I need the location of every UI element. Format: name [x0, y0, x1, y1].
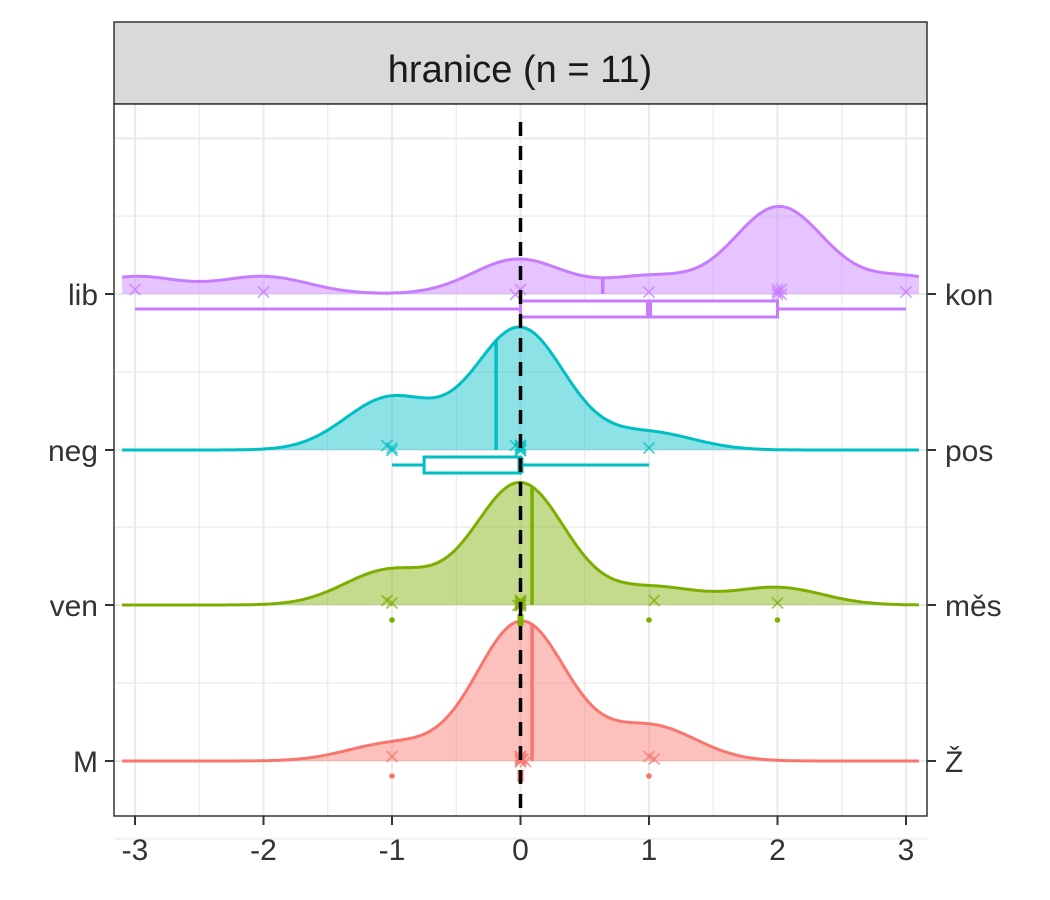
x-tick-label: 2	[769, 834, 786, 867]
y-label-left: neg	[48, 435, 98, 468]
data-point	[775, 283, 788, 296]
data-point	[648, 594, 661, 607]
cross-stroke	[775, 283, 788, 296]
box-outlier	[389, 617, 395, 623]
cross-stroke	[385, 441, 399, 455]
y-label-right: Ž	[945, 746, 963, 779]
x-tick-label: -3	[122, 834, 149, 867]
box-iqr	[422, 455, 522, 475]
y-label-right: měs	[945, 590, 1002, 623]
cross-stroke	[380, 594, 393, 607]
data-point	[771, 596, 784, 610]
cross-stroke	[257, 285, 270, 299]
x-tick-label: -2	[250, 834, 277, 867]
x-tick-label: 0	[512, 834, 529, 867]
cross-stroke	[128, 283, 142, 296]
data-point	[775, 288, 788, 301]
y-label-left: lib	[68, 279, 98, 312]
facet-title: hranice (n = 11)	[388, 49, 652, 91]
data-point	[514, 444, 527, 457]
facet-strip-background	[113, 21, 928, 105]
x-tick-label: 3	[898, 834, 915, 867]
cross-stroke	[514, 283, 527, 296]
cross-stroke	[899, 285, 913, 299]
box-outlier	[646, 617, 652, 623]
data-point	[385, 444, 399, 457]
data-point	[642, 441, 656, 455]
cross-stroke	[648, 752, 661, 766]
x-tick-label: -1	[379, 834, 406, 867]
box-outlier	[774, 617, 781, 623]
data-point	[514, 594, 527, 607]
density-curve	[121, 204, 920, 295]
y-label-left: M	[73, 746, 98, 779]
facet-strip: hranice (n = 11)	[113, 21, 928, 105]
data-point	[514, 283, 527, 296]
cross-stroke	[642, 285, 656, 299]
data-point	[385, 750, 399, 763]
cross-stroke	[514, 594, 527, 607]
cross-stroke	[771, 596, 784, 610]
data-point	[899, 285, 913, 299]
density-area	[122, 621, 919, 761]
cross-stroke	[642, 750, 656, 763]
cross-stroke	[385, 750, 399, 763]
x-axis: -3 -2 -1 0 1 2 3	[122, 816, 915, 867]
density-area	[122, 206, 919, 294]
cross-stroke	[385, 444, 399, 457]
cross-stroke	[385, 596, 399, 610]
box-outlier	[389, 773, 395, 779]
data-point	[648, 752, 661, 766]
cross-stroke	[775, 288, 788, 301]
box-median	[517, 614, 524, 626]
y-label-right: kon	[945, 279, 993, 312]
cross-stroke	[514, 444, 527, 457]
ridge-lib	[121, 204, 920, 319]
y-label-left: ven	[50, 590, 98, 623]
data-point	[257, 285, 270, 299]
cross-stroke	[642, 441, 656, 455]
x-tick-label: 1	[641, 834, 658, 867]
data-point	[642, 285, 656, 299]
cross-stroke	[648, 594, 661, 607]
cross-stroke	[519, 755, 532, 768]
data-point	[385, 596, 399, 610]
y-label-right: pos	[945, 435, 993, 468]
data-point	[385, 441, 399, 455]
box-outlier	[646, 773, 652, 779]
data-point	[128, 283, 142, 296]
